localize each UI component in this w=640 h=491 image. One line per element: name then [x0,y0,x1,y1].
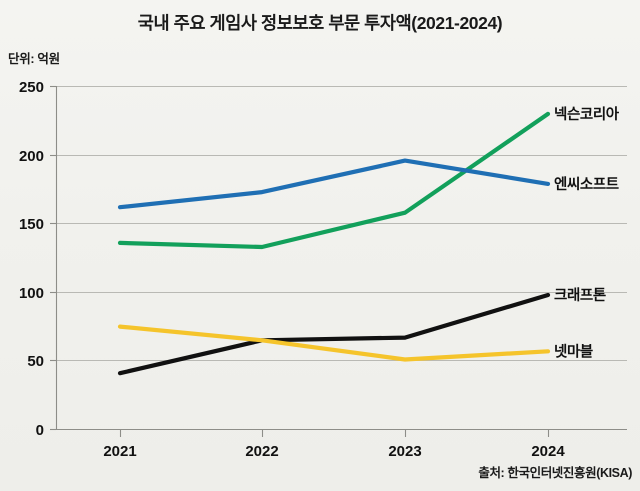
unit-label: 단위: 억원 [8,52,60,66]
y-axis-labels: 250 200 150 100 50 0 [19,79,44,439]
series-line-krafton [117,292,551,376]
series-line-ncsoft [117,158,551,210]
xtick-label-2021: 2021 [103,443,136,460]
ytick-label-150: 150 [19,216,44,233]
series-label-ncsoft: 엔씨소프트 [554,176,619,193]
ytick-label-200: 200 [19,148,44,165]
x-axis-labels: 2021 2022 2023 2024 [103,443,565,460]
series-line-netmarble [117,324,551,362]
ytick-label-250: 250 [19,79,44,96]
series-label-krafton: 크래프톤 [554,287,606,304]
xtick-label-2024: 2024 [531,443,565,460]
ytick-label-100: 100 [19,285,44,302]
axes [55,86,627,431]
series-line-nexon-korea [117,111,551,250]
source-label: 출처: 한국인터넷진흥원(KISA) [478,466,632,480]
ytick-label-0: 0 [36,422,44,439]
gridlines [56,86,627,361]
series-label-netmarble: 넷마블 [554,343,593,360]
xtick-label-2023: 2023 [388,443,421,460]
data-series-lines [117,111,551,376]
series-label-nexon-korea: 넥슨코리아 [554,106,620,123]
chart-title: 국내 주요 게임사 정보보호 부문 투자액(2021-2024) [137,13,503,33]
ytick-label-50: 50 [27,353,44,370]
x-axis-ticks [119,429,550,437]
y-axis-ticks [50,85,56,431]
xtick-label-2022: 2022 [245,443,278,460]
series-inline-labels: 넥슨코리아 엔씨소프트 크래프톤 넷마블 [554,106,620,360]
